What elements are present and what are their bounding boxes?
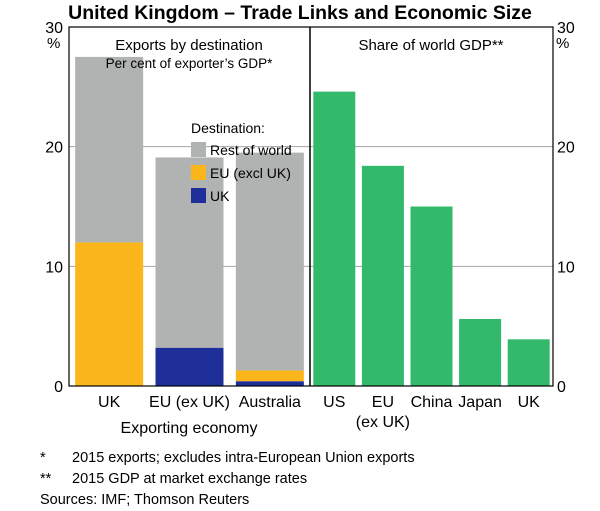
left-x-axis-label: Exporting economy <box>121 420 258 437</box>
sources-text: IMF; Thomson Reuters <box>101 492 250 508</box>
y-tick-label-left: 0 <box>54 379 63 396</box>
x-tick-label: China <box>411 394 453 411</box>
y-tick-label-left: 20 <box>45 140 63 157</box>
x-axis-tick-labels: UK EU (ex UK) Australia US EU (ex UK)China Jap… <box>98 394 540 431</box>
bar-rest-of-world <box>235 152 304 371</box>
bar-uk <box>155 347 224 386</box>
x-tick-label: EU <box>372 394 394 411</box>
bar-eu-excl-uk <box>75 242 144 386</box>
plot-frame <box>68 26 554 387</box>
x-tick-label: Australia <box>239 394 301 411</box>
legend: Destination: Rest of world EU (excl UK) UK <box>191 120 292 204</box>
left-panel-subtitle: Per cent of exporter’s GDP* <box>106 56 274 71</box>
y-tick-label-left: 10 <box>45 259 63 276</box>
footnote-mark: * <box>40 450 46 466</box>
legend-entry-label: EU (excl UK) <box>210 165 291 181</box>
y-tick-label-right: 0 <box>557 379 566 396</box>
footnote-text: 2015 GDP at market exchange rates <box>72 471 308 487</box>
sources-label: Sources: <box>40 492 98 508</box>
footnote-1: * 2015 exports; excludes intra-European U… <box>40 448 415 469</box>
bar-eu-excl-uk <box>235 370 304 382</box>
right-axis-unit: % <box>556 35 569 52</box>
x-tick-label: (ex UK) <box>356 414 410 431</box>
bar-rest-of-world <box>75 56 144 243</box>
footnotes: * 2015 exports; excludes intra-European U… <box>40 448 415 511</box>
left-panel-title: Exports by destination <box>115 37 263 54</box>
x-tick-label: US <box>323 394 345 411</box>
legend-title: Destination: <box>191 120 265 136</box>
right-panel-title: Share of world GDP** <box>358 37 503 54</box>
bar-share-of-world-gdp <box>507 339 550 386</box>
y-tick-label-right: 30 <box>557 20 575 37</box>
bar-marks <box>75 56 550 387</box>
bar-share-of-world-gdp <box>361 165 404 386</box>
footnote-mark: ** <box>40 471 52 487</box>
sources-note: Sources: IMF; Thomson Reuters <box>40 490 415 511</box>
legend-swatch <box>191 142 206 157</box>
y-tick-label-right: 10 <box>557 259 575 276</box>
legend-swatch <box>191 188 206 203</box>
chart-title: United Kingdom – Trade Links and Economi… <box>68 2 532 24</box>
x-tick-label: UK <box>98 394 121 411</box>
legend-swatch <box>191 165 206 180</box>
y-axis-tick-labels: 0 0 10 10 20 20 30 30 <box>45 20 575 396</box>
bar-share-of-world-gdp <box>459 318 502 386</box>
bar-uk <box>235 381 304 386</box>
y-tick-label-right: 20 <box>557 140 575 157</box>
x-tick-label: UK <box>518 394 541 411</box>
legend-entry-label: UK <box>210 188 230 204</box>
y-tick-label-left: 30 <box>45 20 63 37</box>
legend-entry-label: Rest of world <box>210 142 292 158</box>
gridlines <box>69 146 553 267</box>
footnote-2: ** 2015 GDP at market exchange rates <box>40 469 415 490</box>
chart-figure: United Kingdom – Trade Links and Economi… <box>45 2 575 437</box>
x-tick-label: Japan <box>458 394 502 411</box>
left-axis-unit: % <box>47 35 60 52</box>
bar-share-of-world-gdp <box>313 91 356 387</box>
footnote-text: 2015 exports; excludes intra-European Un… <box>72 450 415 466</box>
bar-share-of-world-gdp <box>410 206 453 386</box>
x-tick-label: EU (ex UK) <box>149 394 230 411</box>
bar-rest-of-world <box>155 157 224 348</box>
